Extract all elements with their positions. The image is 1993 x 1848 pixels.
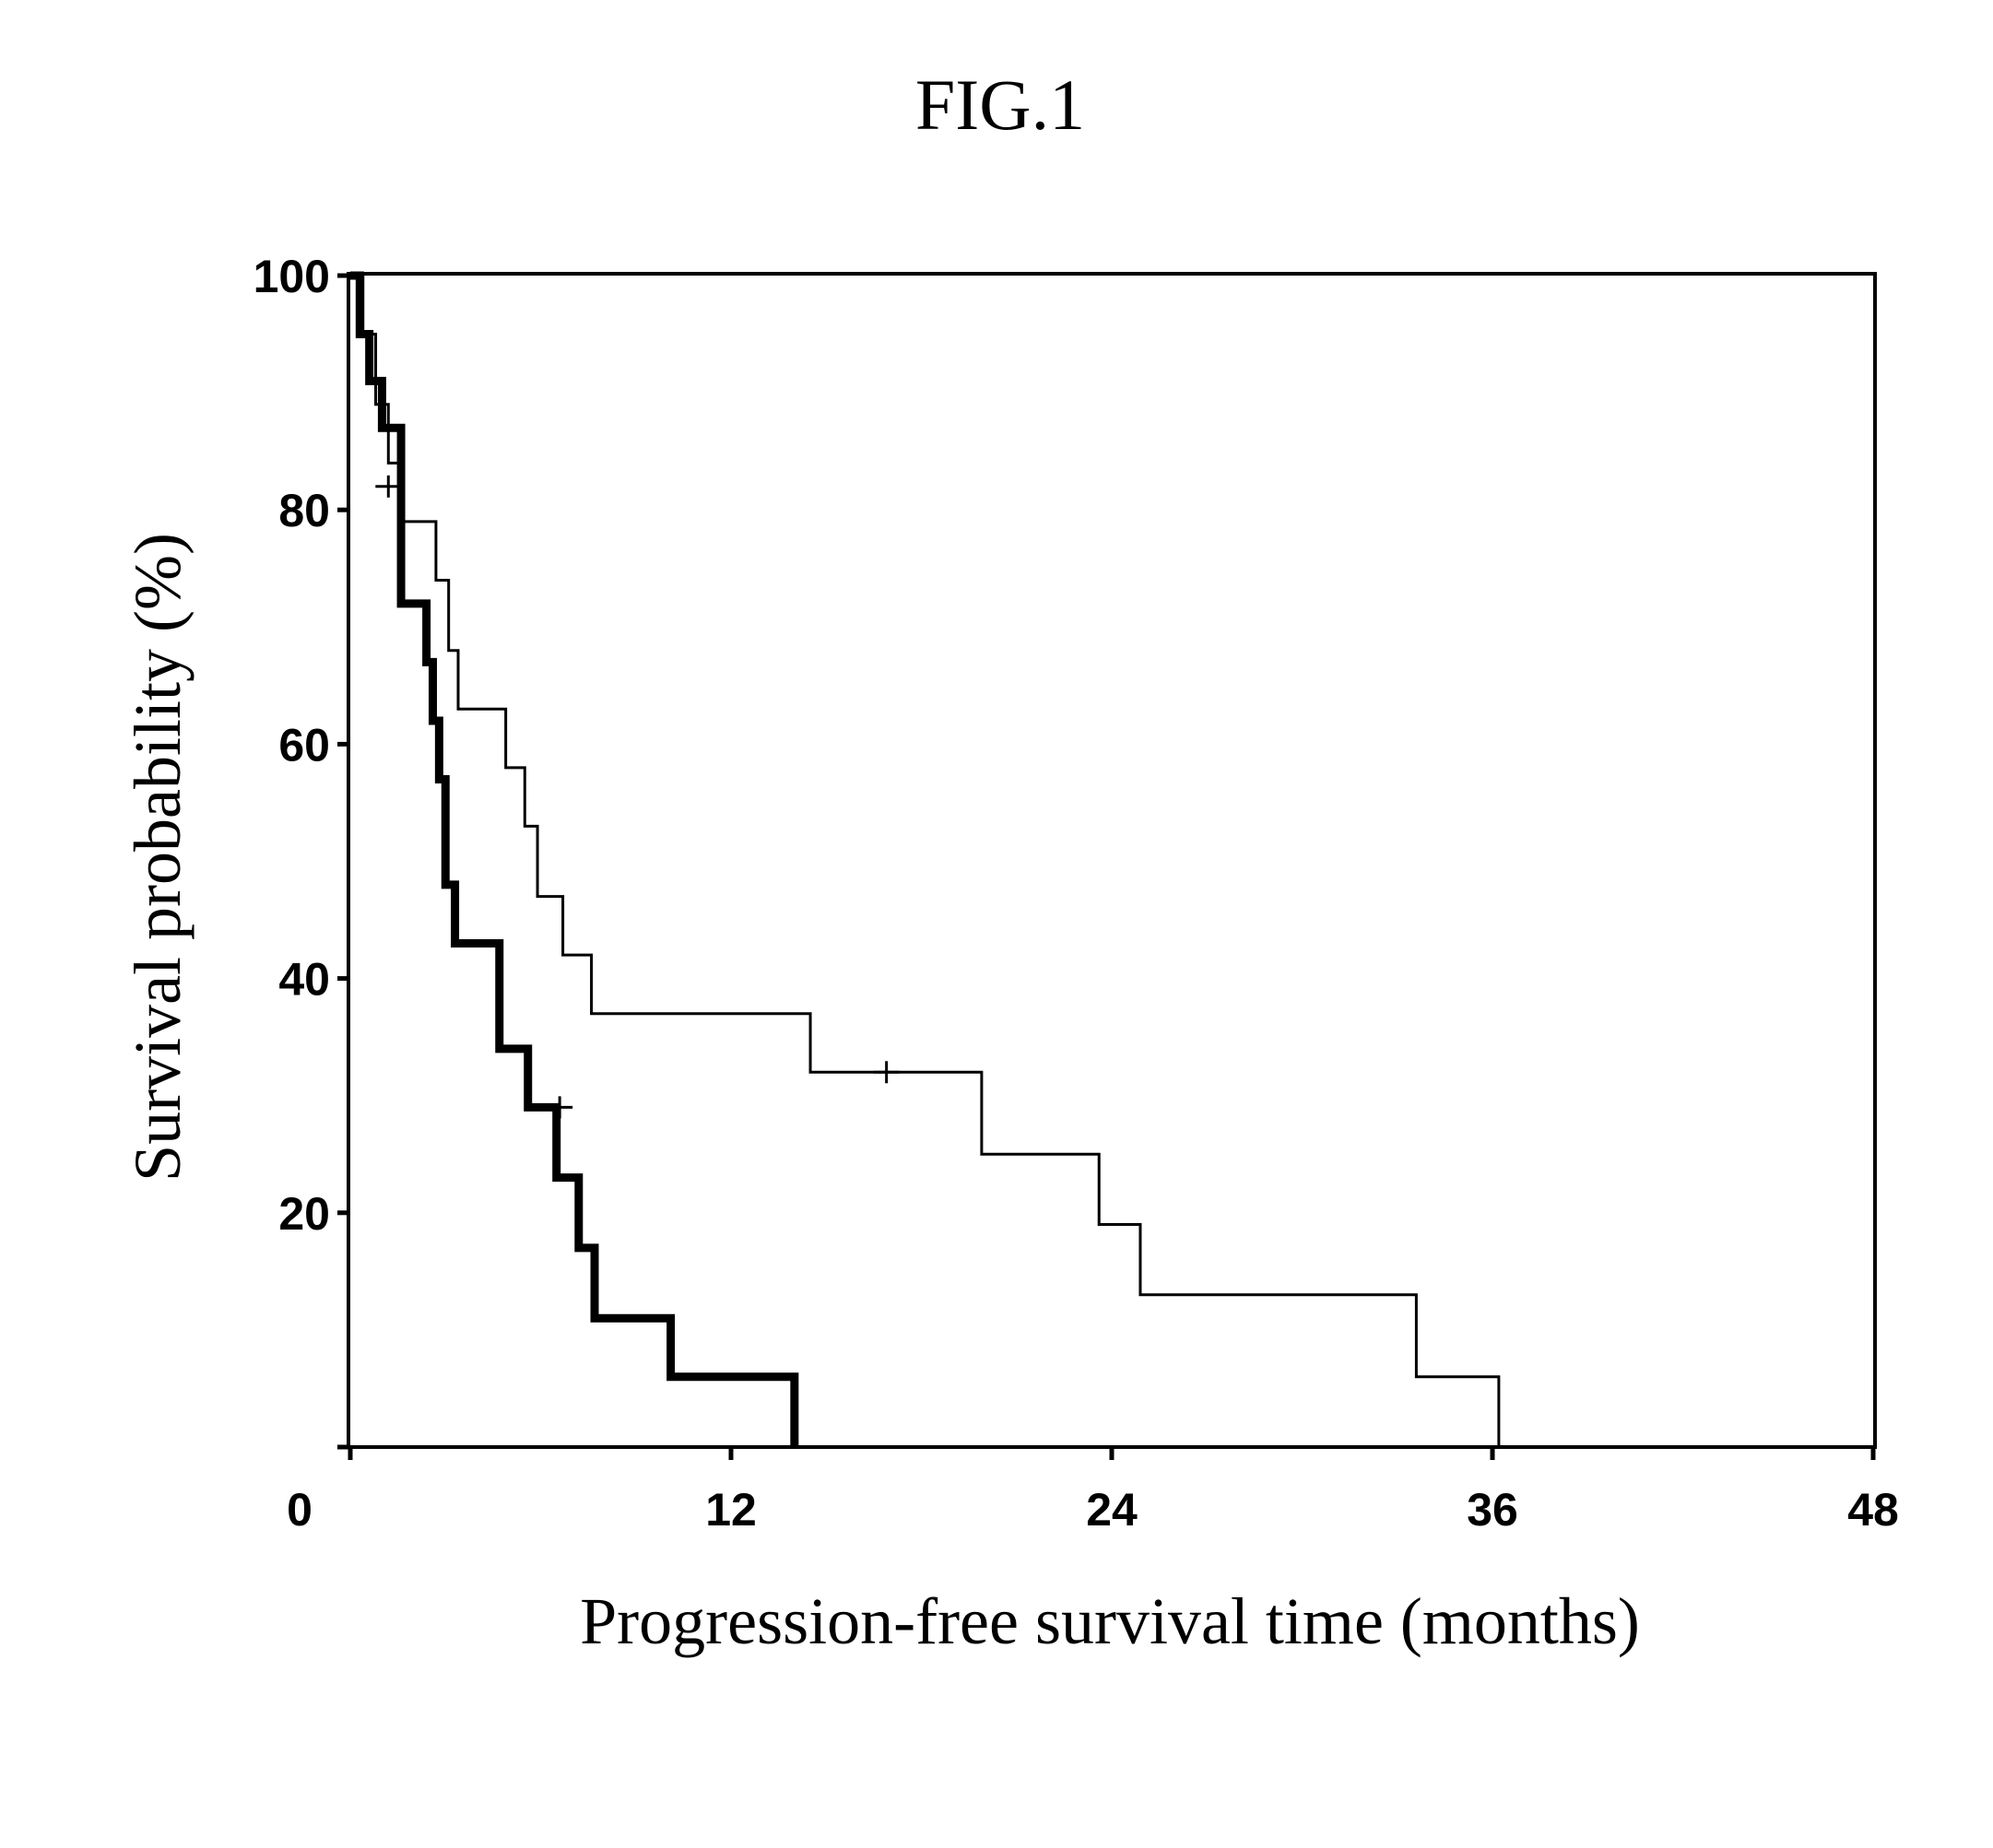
y-tick-label: 40 xyxy=(278,954,330,1006)
y-tick-label: 100 xyxy=(254,251,330,302)
x-tick-label: 0 xyxy=(287,1484,313,1536)
y-axis-label: Survival probability (%) xyxy=(121,533,195,1182)
figure: FIG.1 100 80 60 40 20 0 12 24 36 48 Survival pro… xyxy=(0,0,1993,1848)
y-tick-label: 20 xyxy=(278,1188,330,1240)
plot-frame xyxy=(348,274,1875,1447)
x-tick-label: 24 xyxy=(1086,1484,1138,1536)
x-axis-label: Progression-free survival time (months) xyxy=(580,1584,1640,1658)
y-tick-label: 60 xyxy=(278,719,330,771)
y-axis: 100 80 60 40 20 xyxy=(254,251,350,1447)
x-tick-label: 48 xyxy=(1847,1484,1899,1536)
series-layer xyxy=(350,276,1499,1447)
survival-curve-thick xyxy=(350,276,795,1447)
survival-curve-thin xyxy=(350,276,1499,1447)
plot-area xyxy=(348,274,1875,1447)
figure-title: FIG.1 xyxy=(915,65,1085,145)
y-tick-label: 80 xyxy=(278,485,330,536)
x-tick-label: 36 xyxy=(1467,1484,1518,1536)
x-axis: 0 12 24 36 48 xyxy=(287,1447,1899,1536)
x-tick-label: 12 xyxy=(705,1484,757,1536)
